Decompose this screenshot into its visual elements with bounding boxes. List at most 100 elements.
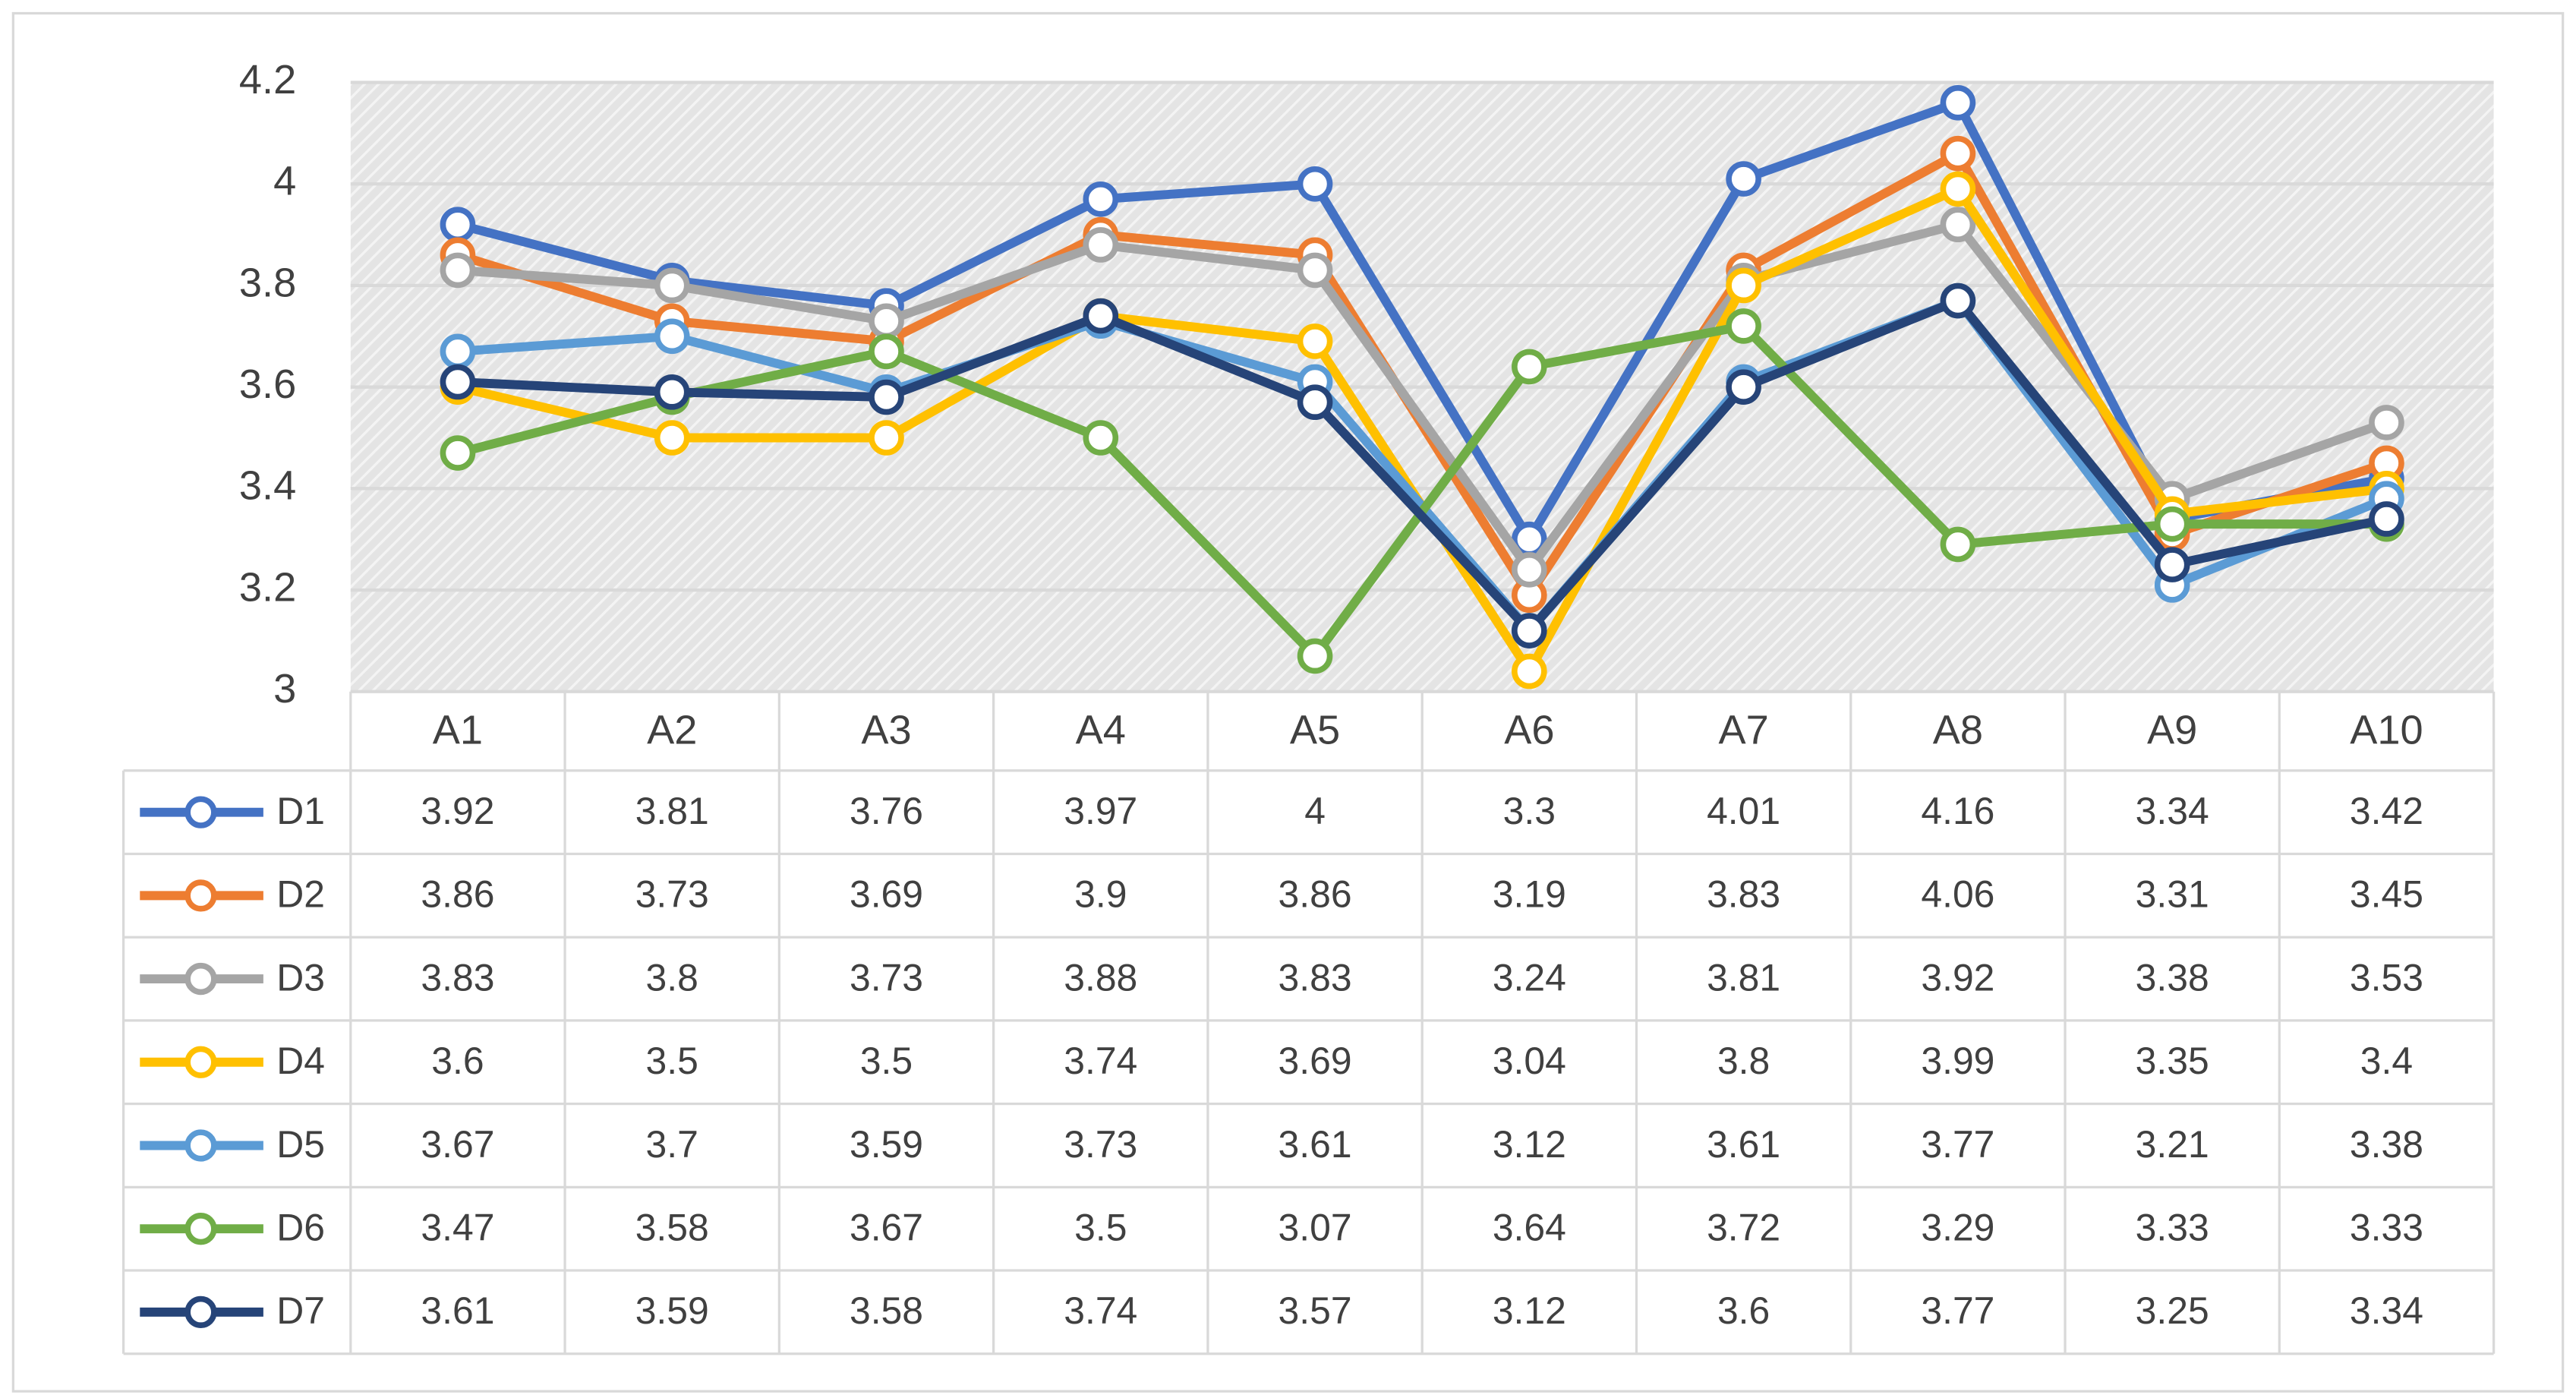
table-value: 4 <box>1304 790 1326 832</box>
table-value: 3.59 <box>850 1123 923 1166</box>
table-value: 3.59 <box>635 1289 709 1332</box>
table-value: 3.31 <box>2136 873 2209 916</box>
table-value: 3.4 <box>2360 1040 2413 1082</box>
data-point <box>869 333 904 370</box>
table-value: 3.6 <box>1717 1289 1770 1332</box>
data-point <box>1940 135 1976 172</box>
y-tick-label: 3 <box>273 666 296 712</box>
table-value: 3.5 <box>646 1040 698 1082</box>
table-value: 4.06 <box>1921 873 1994 916</box>
x-tick-label: A6 <box>1504 707 1554 753</box>
y-tick-label: 3.2 <box>239 564 296 610</box>
table-value: 3.81 <box>1707 956 1780 999</box>
table-value: 3.58 <box>850 1289 923 1332</box>
table-value: 3.77 <box>1921 1289 1994 1332</box>
table-value: 3.38 <box>2350 1123 2423 1166</box>
table-value: 3.47 <box>421 1207 494 1249</box>
table-value: 3.24 <box>1493 956 1566 999</box>
data-point <box>1297 166 1333 202</box>
series-line <box>457 219 2388 575</box>
data-point <box>440 435 476 471</box>
data-point <box>1297 252 1333 289</box>
table-value: 3.33 <box>2136 1207 2209 1249</box>
data-point <box>869 303 904 339</box>
table-value: 3.86 <box>1279 873 1352 916</box>
legend-label: D4 <box>276 1040 325 1082</box>
x-tick-label: A2 <box>647 707 697 753</box>
data-point <box>1940 84 1976 121</box>
x-tick-label: A7 <box>1718 707 1768 753</box>
legend-marker <box>184 1213 217 1245</box>
table-value: 3.72 <box>1707 1207 1780 1249</box>
table-value: 3.34 <box>2136 790 2209 832</box>
table-value: 3.97 <box>1064 790 1137 832</box>
data-point <box>1512 653 1547 690</box>
table-value: 4.16 <box>1921 790 1994 832</box>
table-value: 3.29 <box>1921 1207 1994 1249</box>
data-point <box>1940 207 1976 243</box>
table-value: 3.38 <box>2136 956 2209 999</box>
x-tick-label: A4 <box>1076 707 1126 753</box>
data-point <box>1297 384 1333 421</box>
table-value: 4.01 <box>1707 790 1780 832</box>
legend-label: D2 <box>276 873 325 916</box>
y-tick-label: 3.6 <box>239 361 296 407</box>
data-point <box>1297 323 1333 359</box>
table-value: 3.5 <box>1074 1207 1127 1249</box>
legend-marker <box>184 879 217 912</box>
table-value: 3.12 <box>1493 1123 1566 1166</box>
data-point <box>1726 267 1761 304</box>
legend-label: D1 <box>276 790 325 832</box>
table-value: 3.67 <box>421 1123 494 1166</box>
table-value: 3.69 <box>850 873 923 916</box>
data-point <box>2154 547 2190 582</box>
table-value: 3.8 <box>1717 1040 1770 1082</box>
table-value: 3.83 <box>1279 956 1352 999</box>
table-value: 3.64 <box>1493 1207 1566 1249</box>
table-value: 3.73 <box>850 956 923 999</box>
table-value: 3.33 <box>2350 1207 2423 1249</box>
y-tick-label: 3.8 <box>239 260 296 305</box>
legend-marker <box>184 796 217 828</box>
data-point <box>440 252 476 289</box>
table-value: 3.61 <box>1279 1123 1352 1166</box>
data-point <box>1512 552 1547 588</box>
x-tick-label: A9 <box>2147 707 2197 753</box>
legend-marker <box>184 1129 217 1162</box>
table-value: 3.76 <box>850 790 923 832</box>
legend-marker <box>184 1295 217 1329</box>
y-tick-label: 4 <box>273 159 296 204</box>
table-value: 3.25 <box>2136 1289 2209 1332</box>
table-value: 3.42 <box>2350 790 2423 832</box>
legend-marker <box>184 1046 217 1078</box>
table-value: 3.21 <box>2136 1123 2209 1166</box>
table-value: 3.8 <box>646 956 698 999</box>
table-value: 3.92 <box>1921 956 1994 999</box>
data-point <box>2369 405 2404 440</box>
table-value: 3.45 <box>2350 873 2423 916</box>
legend-marker <box>184 962 217 996</box>
table-value: 3.34 <box>2350 1289 2423 1332</box>
data-point <box>2154 506 2190 542</box>
data-point <box>1083 227 1119 263</box>
table-value: 3.73 <box>635 873 709 916</box>
data-point <box>1940 171 1976 207</box>
table-value: 3.73 <box>1064 1123 1137 1166</box>
data-point <box>1726 161 1761 197</box>
table-value: 3.77 <box>1921 1123 1994 1166</box>
table-value: 3.74 <box>1064 1289 1137 1332</box>
data-point <box>654 267 690 304</box>
x-tick-label: A3 <box>861 707 911 753</box>
table-value: 3.81 <box>635 790 709 832</box>
table-value: 3.92 <box>421 790 494 832</box>
data-point <box>654 374 690 410</box>
data-point <box>440 333 476 370</box>
data-point <box>1726 308 1761 344</box>
x-tick-label: A8 <box>1933 707 1983 753</box>
table-value: 3.74 <box>1064 1040 1137 1082</box>
data-point <box>1083 181 1119 217</box>
data-point <box>440 207 476 243</box>
table-value: 3.12 <box>1493 1289 1566 1332</box>
data-point <box>1512 613 1547 649</box>
